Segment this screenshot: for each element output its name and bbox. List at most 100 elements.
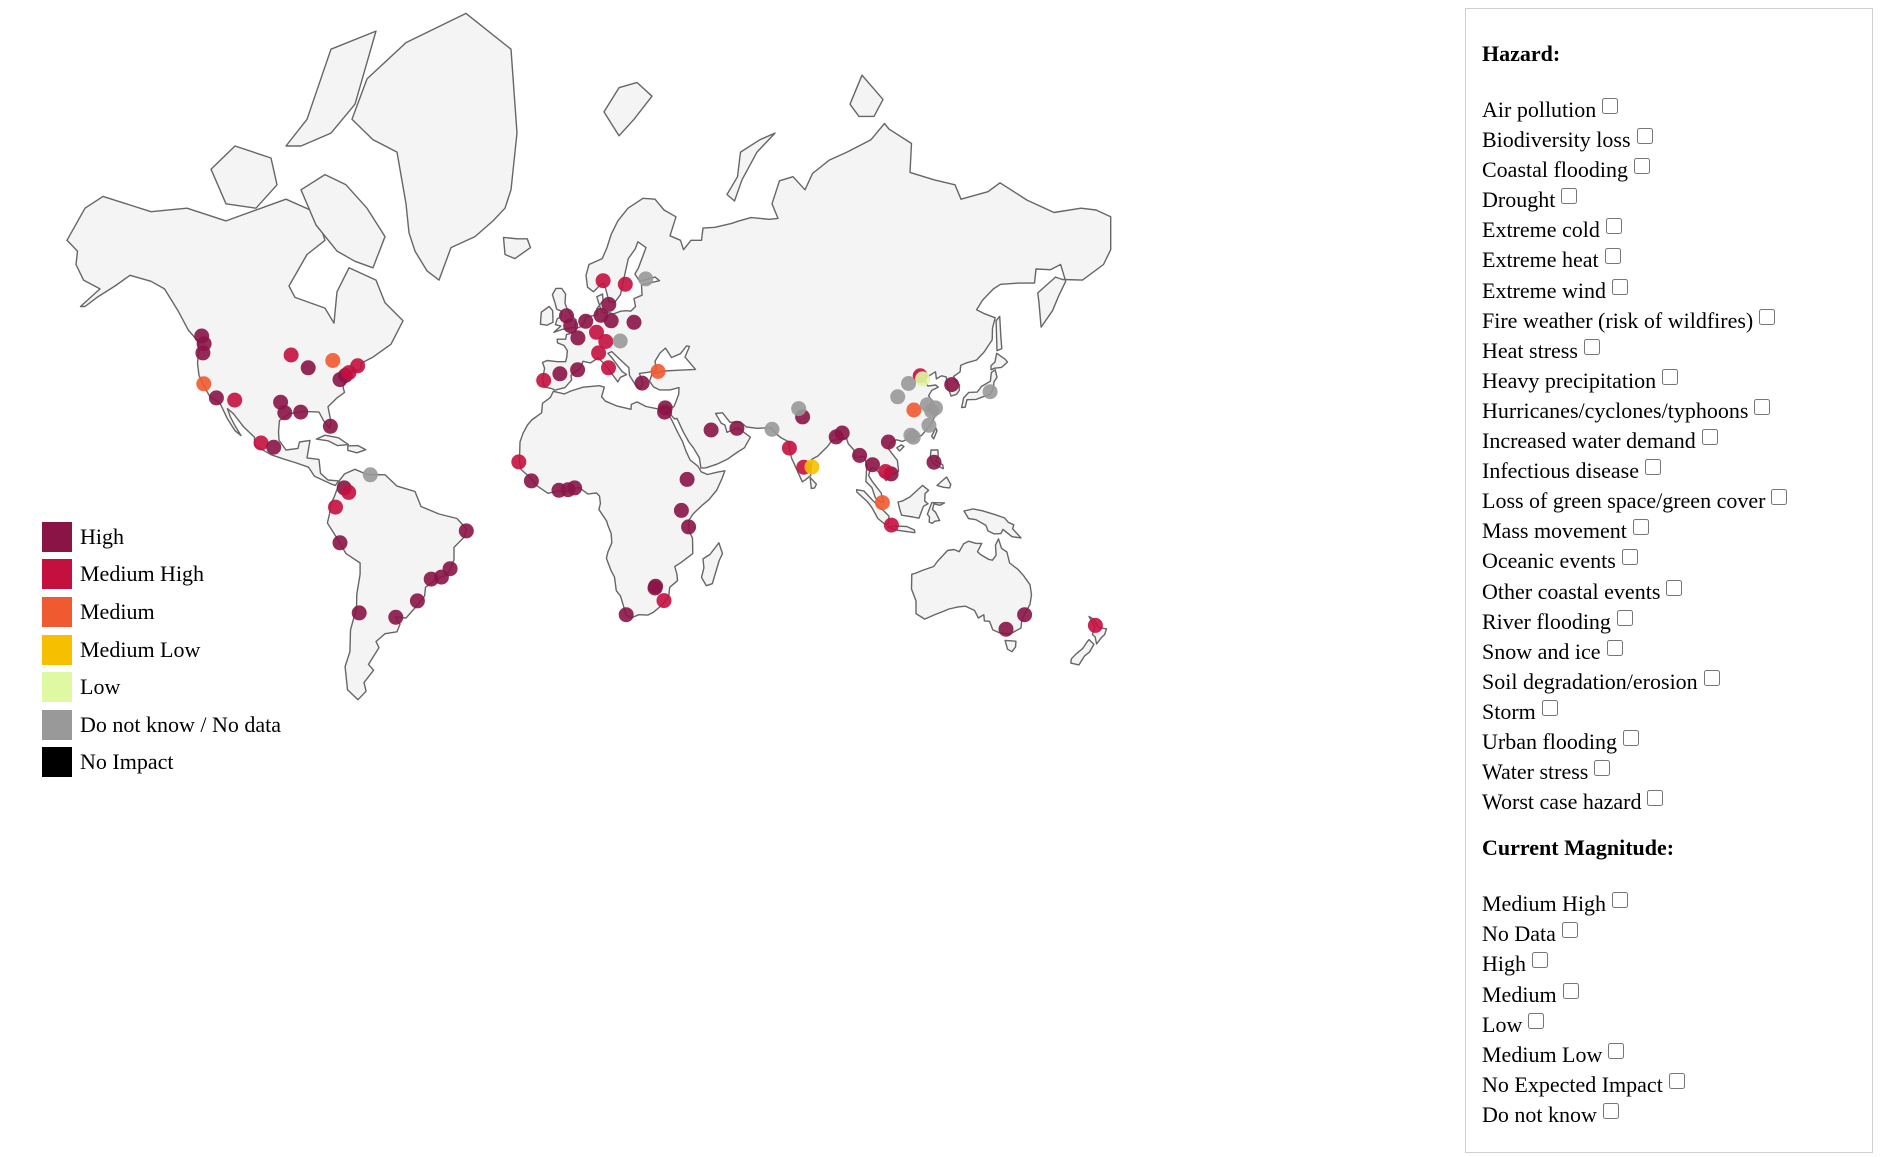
- hazard-filter-checkbox[interactable]: [1606, 639, 1623, 656]
- city-marker[interactable]: [703, 422, 719, 438]
- city-marker[interactable]: [880, 434, 896, 450]
- city-marker[interactable]: [601, 360, 616, 376]
- city-marker[interactable]: [657, 400, 673, 416]
- city-marker[interactable]: [926, 454, 942, 470]
- city-marker[interactable]: [781, 440, 797, 456]
- hazard-filter-checkbox[interactable]: [1754, 398, 1771, 415]
- city-marker[interactable]: [729, 420, 745, 436]
- city-marker[interactable]: [998, 621, 1014, 637]
- hazard-filter-checkbox[interactable]: [1594, 760, 1611, 777]
- city-marker[interactable]: [901, 376, 916, 391]
- city-marker[interactable]: [601, 296, 617, 312]
- city-marker[interactable]: [227, 392, 243, 408]
- magnitude-filter-checkbox[interactable]: [1608, 1042, 1625, 1059]
- city-marker[interactable]: [634, 375, 650, 391]
- city-marker[interactable]: [570, 330, 586, 346]
- city-marker[interactable]: [578, 313, 594, 329]
- city-marker[interactable]: [523, 473, 539, 489]
- city-marker[interactable]: [834, 425, 850, 441]
- hazard-filter-checkbox[interactable]: [1605, 218, 1622, 235]
- hazard-filter-checkbox[interactable]: [1616, 609, 1633, 626]
- city-marker[interactable]: [617, 276, 633, 292]
- city-marker[interactable]: [511, 454, 527, 470]
- hazard-filter-checkbox[interactable]: [1621, 549, 1638, 566]
- city-marker[interactable]: [300, 360, 316, 376]
- hazard-filter-checkbox[interactable]: [1703, 669, 1720, 686]
- city-marker[interactable]: [603, 313, 619, 329]
- city-marker[interactable]: [567, 480, 583, 496]
- city-marker[interactable]: [196, 336, 212, 352]
- city-marker[interactable]: [944, 377, 960, 393]
- hazard-filter-checkbox[interactable]: [1561, 188, 1578, 205]
- city-marker[interactable]: [591, 345, 607, 361]
- hazard-filter-checkbox[interactable]: [1759, 308, 1776, 325]
- city-marker[interactable]: [804, 459, 820, 475]
- magnitude-filter-checkbox[interactable]: [1528, 1012, 1545, 1029]
- city-marker[interactable]: [322, 418, 338, 434]
- city-marker[interactable]: [598, 334, 614, 349]
- hazard-filter-checkbox[interactable]: [1647, 790, 1664, 807]
- city-marker[interactable]: [536, 372, 552, 388]
- city-marker[interactable]: [906, 402, 922, 418]
- city-marker[interactable]: [458, 523, 474, 539]
- city-marker[interactable]: [679, 471, 695, 487]
- city-marker[interactable]: [915, 371, 931, 387]
- city-marker[interactable]: [626, 314, 642, 330]
- city-marker[interactable]: [595, 273, 611, 289]
- city-marker[interactable]: [878, 464, 894, 479]
- hazard-filter-checkbox[interactable]: [1645, 459, 1661, 476]
- city-marker[interactable]: [928, 400, 943, 416]
- city-marker[interactable]: [341, 484, 357, 500]
- city-marker[interactable]: [570, 362, 586, 378]
- city-marker[interactable]: [673, 502, 689, 518]
- city-marker[interactable]: [905, 429, 921, 445]
- city-marker[interactable]: [277, 405, 293, 421]
- magnitude-filter-checkbox[interactable]: [1532, 952, 1548, 969]
- city-marker[interactable]: [921, 417, 937, 433]
- city-marker[interactable]: [325, 353, 341, 368]
- city-marker[interactable]: [208, 390, 224, 406]
- hazard-filter-checkbox[interactable]: [1583, 338, 1600, 355]
- magnitude-filter-checkbox[interactable]: [1561, 922, 1578, 939]
- city-marker[interactable]: [589, 324, 604, 340]
- magnitude-filter-checkbox[interactable]: [1612, 892, 1629, 909]
- hazard-filter-checkbox[interactable]: [1623, 729, 1640, 746]
- city-marker[interactable]: [890, 389, 906, 405]
- city-marker[interactable]: [618, 607, 634, 623]
- hazard-filter-checkbox[interactable]: [1612, 278, 1629, 295]
- city-marker[interactable]: [656, 593, 672, 609]
- hazard-filter-checkbox[interactable]: [1662, 368, 1679, 385]
- city-marker[interactable]: [1017, 607, 1033, 623]
- hazard-filter-checkbox[interactable]: [1636, 128, 1653, 145]
- city-marker[interactable]: [328, 499, 343, 515]
- magnitude-filter-checkbox[interactable]: [1602, 1102, 1619, 1119]
- city-marker[interactable]: [559, 308, 574, 324]
- hazard-filter-checkbox[interactable]: [1604, 248, 1621, 265]
- city-marker[interactable]: [283, 347, 299, 363]
- city-marker[interactable]: [196, 376, 212, 392]
- hazard-filter-checkbox[interactable]: [1632, 519, 1649, 536]
- world-map[interactable]: [0, 0, 1460, 1157]
- city-marker[interactable]: [650, 363, 666, 379]
- city-marker[interactable]: [351, 605, 367, 621]
- city-marker[interactable]: [764, 421, 780, 437]
- city-marker[interactable]: [442, 561, 458, 577]
- city-marker[interactable]: [612, 333, 628, 349]
- city-marker[interactable]: [883, 517, 899, 533]
- hazard-filter-checkbox[interactable]: [1771, 489, 1788, 506]
- hazard-filter-checkbox[interactable]: [1634, 158, 1651, 175]
- city-marker[interactable]: [362, 467, 378, 483]
- city-marker[interactable]: [648, 578, 664, 594]
- city-marker[interactable]: [253, 435, 269, 451]
- city-marker[interactable]: [982, 384, 998, 400]
- city-marker[interactable]: [293, 404, 309, 420]
- city-marker[interactable]: [350, 358, 366, 374]
- city-marker[interactable]: [638, 271, 654, 287]
- city-marker[interactable]: [1087, 617, 1103, 633]
- city-marker[interactable]: [332, 535, 348, 551]
- city-marker[interactable]: [852, 447, 868, 463]
- city-marker[interactable]: [388, 609, 404, 625]
- magnitude-filter-checkbox[interactable]: [1668, 1072, 1685, 1089]
- hazard-filter-checkbox[interactable]: [1701, 429, 1718, 446]
- city-marker[interactable]: [409, 593, 425, 609]
